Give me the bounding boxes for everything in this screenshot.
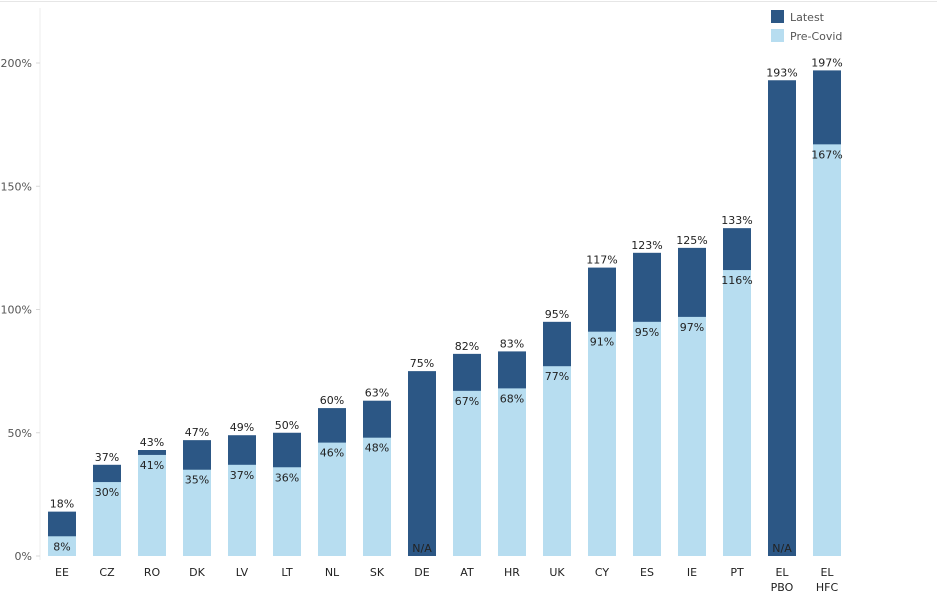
data-label-pre-covid: N/A (772, 542, 792, 555)
data-label-pre-covid: 35% (185, 474, 209, 487)
bar-pre-covid (633, 321, 661, 556)
data-label-latest: 63% (365, 387, 389, 400)
data-label-latest: 117% (586, 254, 617, 267)
data-label-latest: 95% (545, 308, 569, 321)
y-tick-label: 50% (8, 427, 32, 440)
x-tick-label: CZ (99, 566, 115, 579)
data-label-pre-covid: 41% (140, 459, 164, 472)
bar-pre-covid (498, 388, 526, 556)
data-label-pre-covid: 48% (365, 442, 389, 455)
x-tick-label: ES (640, 566, 654, 579)
legend-label: Latest (790, 11, 825, 24)
y-tick-label: 200% (1, 57, 32, 70)
x-tick-label: EL (820, 566, 834, 579)
legend-label: Pre-Covid (790, 30, 842, 43)
data-label-latest: 123% (631, 239, 662, 252)
x-tick-label: DK (189, 566, 205, 579)
data-label-latest: 83% (500, 337, 524, 350)
data-label-latest: 49% (230, 421, 254, 434)
data-label-latest: 50% (275, 419, 299, 432)
x-tick-label: CY (595, 566, 609, 579)
bar-pre-covid (543, 366, 571, 556)
x-tick-label: HFC (816, 581, 839, 594)
bar-pre-covid (93, 482, 121, 556)
x-axis: EE CZ RO DK LV LT NL SK DE AT HR UK CY ES IE PT EL PBO EL H… (55, 566, 838, 594)
legend: Latest Pre-Covid (771, 10, 842, 43)
data-label-latest: 18% (50, 498, 74, 511)
data-label-latest: 133% (721, 214, 752, 227)
data-label-pre-covid: 68% (500, 392, 524, 405)
data-label-pre-covid: 36% (275, 471, 299, 484)
y-tick-label: 0% (15, 550, 32, 563)
bar-latest (408, 371, 436, 556)
x-tick-label: EE (55, 566, 69, 579)
y-tick-label: 100% (1, 304, 32, 317)
y-tick-label: 150% (1, 180, 32, 193)
data-label-latest: 197% (811, 56, 842, 69)
bar-pre-covid (228, 464, 256, 556)
x-tick-label: EL (775, 566, 789, 579)
data-label-pre-covid: 37% (230, 469, 254, 482)
data-label-pre-covid: 8% (53, 540, 70, 553)
bar-pre-covid (138, 454, 166, 556)
data-label-pre-covid: 167% (811, 148, 842, 161)
x-tick-label: PBO (771, 581, 794, 594)
x-tick-label: DE (414, 566, 429, 579)
data-label-pre-covid: 116% (721, 274, 752, 287)
bar-pre-covid (48, 536, 76, 556)
data-label-latest: 75% (410, 357, 434, 370)
x-tick-label: LV (236, 566, 249, 579)
data-label-latest: 60% (320, 394, 344, 407)
bar-pre-covid (813, 144, 841, 556)
bar-latest (768, 80, 796, 556)
data-label-latest: 193% (766, 66, 797, 79)
bar-pre-covid (453, 390, 481, 556)
bar-pre-covid (588, 331, 616, 556)
bar-pre-covid (183, 469, 211, 556)
data-label-latest: 47% (185, 426, 209, 439)
data-label-pre-covid: 67% (455, 395, 479, 408)
data-label-pre-covid: N/A (412, 542, 432, 555)
data-label-pre-covid: 30% (95, 486, 119, 499)
data-label-latest: 82% (455, 340, 479, 353)
data-label-pre-covid: 77% (545, 370, 569, 383)
data-label-latest: 37% (95, 451, 119, 464)
data-label-pre-covid: 97% (680, 321, 704, 334)
x-tick-label: IE (687, 566, 697, 579)
bars (48, 70, 841, 557)
x-tick-label: UK (549, 566, 565, 579)
bar-pre-covid (318, 442, 346, 556)
x-tick-label: AT (460, 566, 474, 579)
data-label-pre-covid: 91% (590, 336, 614, 349)
data-label-latest: 43% (140, 436, 164, 449)
data-label-pre-covid: 46% (320, 447, 344, 460)
x-tick-label: PT (730, 566, 744, 579)
x-tick-label: LT (281, 566, 293, 579)
legend-swatch (771, 10, 784, 23)
x-tick-label: HR (504, 566, 520, 579)
y-axis: 0% 50% 100% 150% 200% (1, 8, 41, 563)
bar-pre-covid (363, 437, 391, 556)
bar-pre-covid (273, 467, 301, 556)
x-tick-label: SK (370, 566, 385, 579)
bar-pre-covid (723, 270, 751, 556)
bar-pre-covid (678, 316, 706, 556)
legend-swatch (771, 29, 784, 42)
data-label-pre-covid: 95% (635, 326, 659, 339)
x-tick-label: RO (144, 566, 161, 579)
data-label-latest: 125% (676, 234, 707, 247)
x-tick-label: NL (325, 566, 340, 579)
data-labels: 18% 8% 37% 30% 43% 41% 47% 35% 49% 37% 50% 36% 60% 46… (50, 56, 843, 555)
